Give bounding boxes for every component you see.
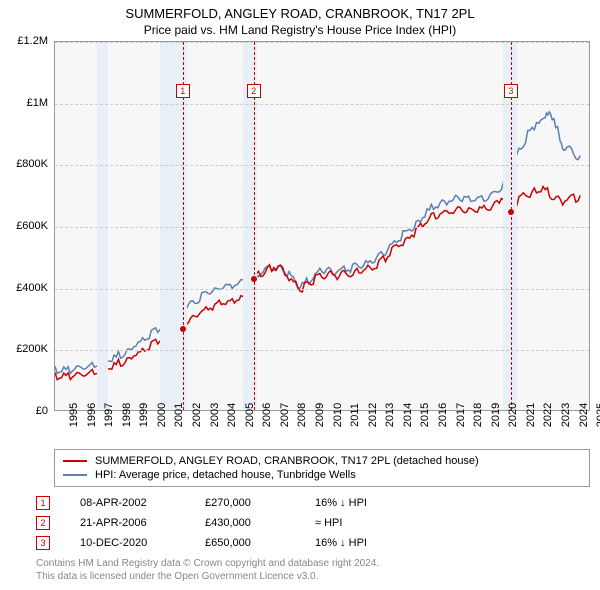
sale-diff: ≈ HPI [315,517,405,529]
x-axis-label: 2001 [159,403,171,427]
x-axis-label: 2018 [458,403,470,427]
x-axis-label: 1997 [89,403,101,427]
x-axis-label: 2013 [370,403,382,427]
sale-date: 10-DEC-2020 [80,537,175,549]
sale-diff: 16% ↓ HPI [315,537,405,549]
sales-table: 1 08-APR-2002 £270,000 16% ↓ HPI 2 21-APR-200… [36,493,590,553]
sale-row-marker: 3 [36,536,50,550]
x-axis-label: 2015 [405,403,417,427]
gridline [55,165,589,166]
x-axis-label: 2004 [212,403,224,427]
x-axis-label: 2025 [581,403,593,427]
x-axis-label: 2005 [230,403,242,427]
sale-price: £650,000 [205,537,285,549]
x-axis-label: 2021 [511,403,523,427]
x-axis-label: 1995 [54,403,66,427]
chart-band [97,42,108,410]
x-axis-label: 1996 [72,403,84,427]
x-axis-label: 1999 [124,403,136,427]
sale-marker: 2 [247,84,261,98]
sale-price: £270,000 [205,497,285,509]
x-axis-label: 1998 [107,403,119,427]
sale-diff: 16% ↓ HPI [315,497,405,509]
sale-marker: 3 [504,84,518,98]
legend-item: SUMMERFOLD, ANGLEY ROAD, CRANBROOK, TN17… [63,454,581,468]
sale-row: 2 21-APR-2006 £430,000 ≈ HPI [36,513,590,533]
y-axis-label: £400K [16,282,48,294]
x-axis-label: 2007 [265,403,277,427]
y-axis-label: £800K [16,158,48,170]
sale-point [180,326,186,332]
x-axis-label: 2011 [335,403,347,427]
sale-row-marker: 1 [36,496,50,510]
sale-date: 08-APR-2002 [80,497,175,509]
sale-point [251,276,257,282]
x-axis-label: 2014 [388,403,400,427]
x-axis-label: 2016 [423,403,435,427]
x-axis-label: 2012 [353,403,365,427]
x-axis-label: 2023 [546,403,558,427]
sale-point [508,209,514,215]
y-axis-label: £200K [16,343,48,355]
attribution-line-2: This data is licensed under the Open Gov… [36,570,590,583]
x-axis-label: 2020 [493,403,505,427]
y-axis-label: £1M [27,97,48,109]
attribution-line-1: Contains HM Land Registry data © Crown c… [36,557,590,570]
chart-subtitle: Price paid vs. HM Land Registry's House … [0,21,600,41]
y-axis-label: £600K [16,220,48,232]
legend-swatch [63,460,87,462]
gridline [55,104,589,105]
gridline [55,42,589,43]
sale-date: 21-APR-2006 [80,517,175,529]
x-axis-label: 2010 [318,403,330,427]
attribution: Contains HM Land Registry data © Crown c… [36,557,590,583]
gridline [55,227,589,228]
gridline [55,350,589,351]
x-axis-label: 2024 [564,403,576,427]
chart-container: 123 £0£200K£400K£600K£800K£1M£1.2M199519… [54,41,590,411]
plot-area: 1 2 3 [54,41,590,411]
x-axis-label: 2019 [476,403,488,427]
legend-item: HPI: Average price, detached house, Tunb… [63,468,581,482]
x-axis-label: 2022 [528,403,540,427]
series-hpi [55,112,580,374]
sale-row: 1 08-APR-2002 £270,000 16% ↓ HPI [36,493,590,513]
gridline [55,289,589,290]
x-axis-label: 2000 [142,403,154,427]
legend-swatch [63,474,87,476]
sale-marker: 1 [176,84,190,98]
sale-row: 3 10-DEC-2020 £650,000 16% ↓ HPI [36,533,590,553]
x-axis-label: 2006 [247,403,259,427]
legend-label: HPI: Average price, detached house, Tunb… [95,469,356,481]
x-axis-label: 2009 [300,403,312,427]
sale-price: £430,000 [205,517,285,529]
legend-label: SUMMERFOLD, ANGLEY ROAD, CRANBROOK, TN17… [95,455,479,467]
x-axis-label: 2002 [177,403,189,427]
x-axis-label: 2017 [441,403,453,427]
y-axis-label: £1.2M [17,35,48,47]
legend: SUMMERFOLD, ANGLEY ROAD, CRANBROOK, TN17… [54,449,590,487]
x-axis-label: 2008 [282,403,294,427]
x-axis-label: 2003 [195,403,207,427]
y-axis-label: £0 [36,405,48,417]
chart-title: SUMMERFOLD, ANGLEY ROAD, CRANBROOK, TN17… [0,0,600,21]
sale-row-marker: 2 [36,516,50,530]
